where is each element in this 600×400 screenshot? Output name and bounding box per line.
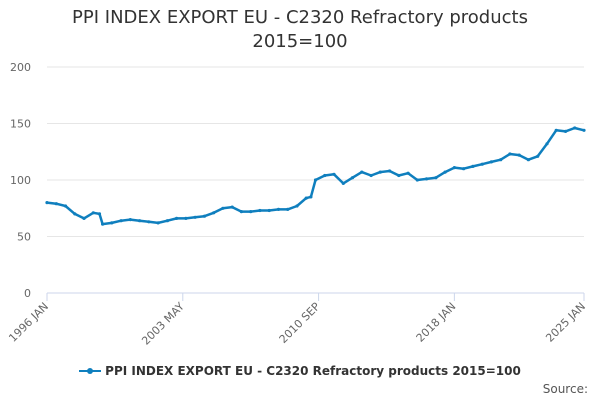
x-tick-label: 2025 JAN — [543, 300, 588, 345]
data-point[interactable] — [156, 221, 160, 225]
data-point[interactable] — [582, 128, 586, 132]
data-point[interactable] — [91, 211, 95, 215]
data-point[interactable] — [425, 177, 429, 181]
legend-item[interactable]: PPI INDEX EXPORT EU - C2320 Refractory p… — [79, 364, 521, 378]
data-point[interactable] — [517, 153, 521, 157]
data-point[interactable] — [175, 216, 179, 220]
data-point[interactable] — [295, 204, 299, 208]
data-point[interactable] — [82, 216, 86, 220]
data-point[interactable] — [54, 202, 58, 206]
data-point[interactable] — [128, 218, 132, 222]
series-line[interactable] — [45, 126, 586, 226]
data-point[interactable] — [212, 211, 216, 215]
data-point[interactable] — [101, 222, 105, 226]
data-point[interactable] — [63, 204, 68, 208]
data-point[interactable] — [184, 216, 188, 220]
y-tick-labels: 0 50 100 150 200 — [10, 61, 31, 300]
legend-swatch-icon — [79, 365, 102, 377]
data-point[interactable] — [378, 170, 382, 174]
data-point[interactable] — [489, 160, 493, 164]
data-point[interactable] — [471, 164, 475, 168]
y-tick-label: 50 — [17, 231, 31, 244]
x-tick-labels: 1996 JAN 2003 MAY 2010 SEP 2018 JAN 2025 JAN — [6, 300, 588, 348]
chart-title: PPI INDEX EXPORT EU - C2320 Refractory p… — [0, 6, 600, 54]
data-point[interactable] — [267, 208, 271, 213]
data-point[interactable] — [452, 166, 456, 170]
x-tick-label: 2010 SEP — [277, 300, 323, 346]
x-tick-label: 1996 JAN — [6, 300, 51, 345]
x-tick-label: 2003 MAY — [139, 300, 187, 348]
data-point[interactable] — [397, 173, 401, 178]
legend[interactable]: PPI INDEX EXPORT EU - C2320 Refractory p… — [0, 364, 600, 380]
data-point[interactable] — [45, 201, 49, 205]
data-point[interactable] — [554, 128, 558, 132]
data-point[interactable] — [526, 158, 531, 162]
data-point[interactable] — [97, 212, 102, 216]
data-point[interactable] — [258, 208, 262, 213]
data-point[interactable] — [276, 207, 281, 211]
y-tick-label: 200 — [10, 61, 31, 74]
data-point[interactable] — [221, 206, 225, 210]
data-point[interactable] — [545, 142, 549, 146]
data-point[interactable] — [573, 126, 577, 130]
y-tick-label: 100 — [10, 174, 31, 187]
data-point[interactable] — [304, 196, 308, 200]
data-point[interactable] — [369, 173, 373, 178]
data-point[interactable] — [332, 172, 336, 176]
legend-label: PPI INDEX EXPORT EU - C2320 Refractory p… — [105, 364, 521, 378]
data-point[interactable] — [249, 210, 253, 214]
data-point[interactable] — [480, 162, 484, 166]
data-point[interactable] — [508, 152, 512, 156]
data-point[interactable] — [202, 214, 206, 218]
data-point[interactable] — [341, 181, 345, 185]
data-point[interactable] — [119, 219, 123, 223]
data-point[interactable] — [147, 220, 151, 224]
data-point[interactable] — [360, 170, 364, 174]
data-point[interactable] — [499, 158, 503, 162]
grid-lines — [47, 66, 584, 237]
data-point[interactable] — [462, 167, 466, 171]
data-point[interactable] — [350, 176, 355, 180]
y-tick-label: 150 — [10, 118, 31, 131]
data-point[interactable] — [239, 210, 243, 214]
data-point[interactable] — [443, 170, 447, 174]
data-point[interactable] — [230, 205, 234, 209]
data-point[interactable] — [434, 176, 438, 180]
axes — [46, 292, 585, 301]
chart-title-line-1: PPI INDEX EXPORT EU - C2320 Refractory p… — [72, 7, 528, 28]
data-point[interactable] — [313, 178, 318, 182]
data-point[interactable] — [138, 219, 142, 223]
data-point[interactable] — [73, 212, 77, 216]
data-point[interactable] — [286, 207, 290, 211]
x-tick-label: 2018 JAN — [414, 300, 459, 345]
y-tick-label: 0 — [24, 287, 31, 300]
data-point[interactable] — [406, 171, 410, 175]
data-point[interactable] — [388, 169, 392, 173]
data-point[interactable] — [536, 154, 540, 158]
data-point[interactable] — [165, 219, 169, 223]
series-layer — [45, 126, 586, 226]
data-point[interactable] — [309, 195, 313, 199]
chart-title-line-2: 2015=100 — [252, 31, 348, 52]
source-label[interactable]: Source: — [542, 382, 588, 396]
data-point[interactable] — [110, 221, 114, 225]
data-point[interactable] — [415, 178, 419, 182]
data-point[interactable] — [563, 129, 568, 133]
data-point[interactable] — [323, 173, 327, 178]
data-point[interactable] — [193, 215, 197, 219]
